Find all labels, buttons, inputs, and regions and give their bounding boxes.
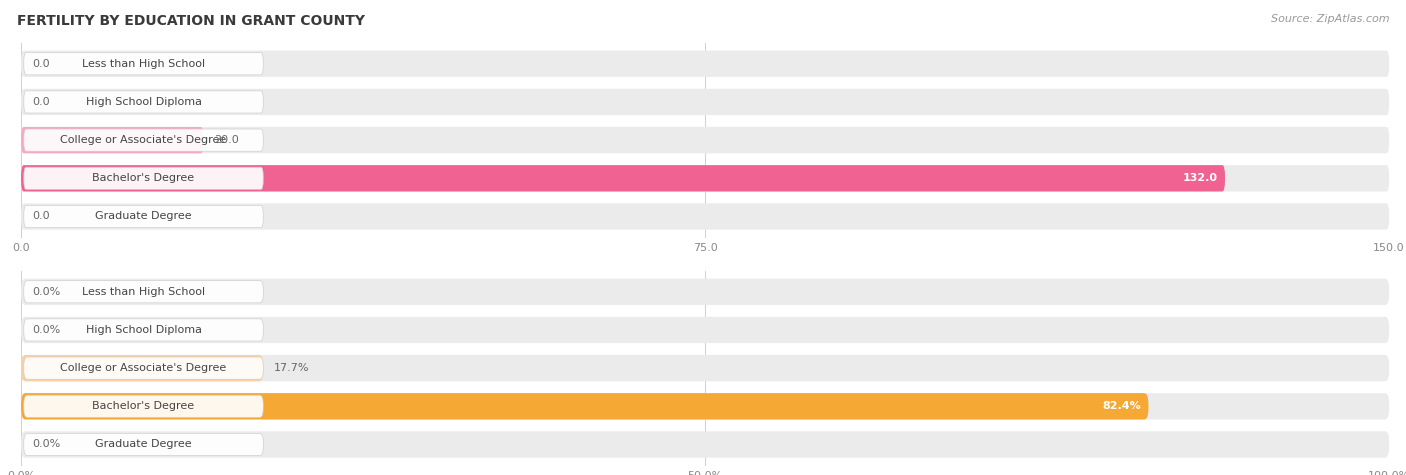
Text: Less than High School: Less than High School: [82, 287, 205, 297]
Text: High School Diploma: High School Diploma: [86, 97, 201, 107]
FancyBboxPatch shape: [24, 91, 263, 113]
Text: Bachelor's Degree: Bachelor's Degree: [93, 173, 194, 183]
FancyBboxPatch shape: [24, 433, 263, 456]
FancyBboxPatch shape: [21, 393, 1389, 419]
FancyBboxPatch shape: [21, 393, 1149, 419]
FancyBboxPatch shape: [24, 357, 263, 379]
FancyBboxPatch shape: [24, 205, 263, 228]
Text: FERTILITY BY EDUCATION IN GRANT COUNTY: FERTILITY BY EDUCATION IN GRANT COUNTY: [17, 14, 366, 28]
Text: 20.0: 20.0: [215, 135, 239, 145]
Text: 82.4%: 82.4%: [1102, 401, 1142, 411]
Text: 0.0%: 0.0%: [32, 325, 60, 335]
Text: Source: ZipAtlas.com: Source: ZipAtlas.com: [1271, 14, 1389, 24]
FancyBboxPatch shape: [21, 278, 1389, 305]
Text: College or Associate's Degree: College or Associate's Degree: [60, 363, 226, 373]
FancyBboxPatch shape: [24, 53, 263, 75]
Text: 17.7%: 17.7%: [274, 363, 309, 373]
FancyBboxPatch shape: [21, 165, 1225, 191]
FancyBboxPatch shape: [24, 395, 263, 418]
Text: Less than High School: Less than High School: [82, 59, 205, 69]
FancyBboxPatch shape: [24, 281, 263, 303]
FancyBboxPatch shape: [24, 129, 263, 151]
FancyBboxPatch shape: [24, 167, 263, 190]
Text: High School Diploma: High School Diploma: [86, 325, 201, 335]
Text: 0.0: 0.0: [32, 59, 49, 69]
FancyBboxPatch shape: [21, 89, 1389, 115]
FancyBboxPatch shape: [21, 355, 1389, 381]
FancyBboxPatch shape: [24, 319, 263, 341]
Text: 0.0: 0.0: [32, 97, 49, 107]
Text: Graduate Degree: Graduate Degree: [96, 439, 191, 449]
FancyBboxPatch shape: [21, 165, 1389, 191]
Text: Bachelor's Degree: Bachelor's Degree: [93, 401, 194, 411]
FancyBboxPatch shape: [21, 50, 1389, 77]
Text: 0.0: 0.0: [32, 211, 49, 221]
FancyBboxPatch shape: [21, 127, 204, 153]
Text: College or Associate's Degree: College or Associate's Degree: [60, 135, 226, 145]
Text: Graduate Degree: Graduate Degree: [96, 211, 191, 221]
FancyBboxPatch shape: [21, 317, 1389, 343]
Text: 0.0%: 0.0%: [32, 439, 60, 449]
FancyBboxPatch shape: [21, 203, 1389, 230]
FancyBboxPatch shape: [21, 355, 263, 381]
Text: 132.0: 132.0: [1182, 173, 1218, 183]
FancyBboxPatch shape: [21, 127, 1389, 153]
Text: 0.0%: 0.0%: [32, 287, 60, 297]
FancyBboxPatch shape: [21, 431, 1389, 458]
